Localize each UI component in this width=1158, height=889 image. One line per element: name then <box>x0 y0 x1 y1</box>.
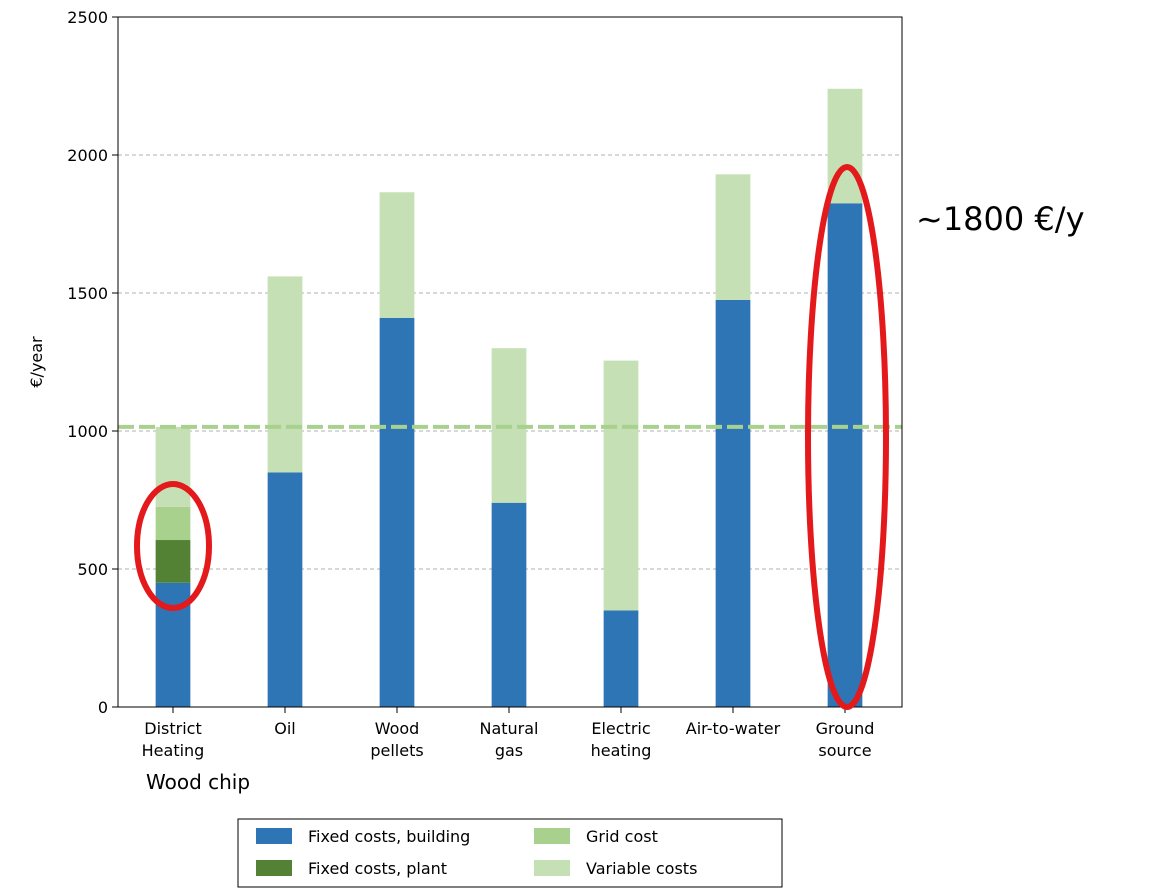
y-axis: 0 500 1000 1500 2000 2500 <box>67 8 118 717</box>
x-tick-label: source <box>818 741 871 760</box>
legend-label: Fixed costs, plant <box>308 859 447 878</box>
bar-fixed-costs-building-4 <box>603 610 639 707</box>
x-axis: District Heating Oil Wood pellets Natural gas E… <box>142 707 875 760</box>
x-tick-label: Ground <box>816 719 875 738</box>
legend-label: Fixed costs, building <box>308 827 470 846</box>
legend-box <box>237 818 783 888</box>
bar-fixed-costs-plant-0 <box>155 540 191 583</box>
annotation-wood-chip: Wood chip <box>146 770 250 794</box>
bars-layer <box>155 88 863 708</box>
y-tick-label: 2500 <box>67 8 108 27</box>
y-tick-label: 0 <box>98 698 108 717</box>
bar-variable-costs-4 <box>603 360 639 611</box>
legend-swatch <box>256 828 292 844</box>
bar-fixed-costs-building-2 <box>379 317 415 707</box>
y-tick-label: 500 <box>77 560 108 579</box>
bar-fixed-costs-building-1 <box>267 472 303 707</box>
x-tick-label: Oil <box>274 719 295 738</box>
legend-swatch <box>256 860 292 876</box>
y-tick-label: 1000 <box>67 422 108 441</box>
x-tick-label: District <box>144 719 201 738</box>
bar-fixed-costs-building-5 <box>715 299 751 707</box>
bar-variable-costs-1 <box>267 276 303 473</box>
highlight-ellipse-ground-source <box>805 164 889 710</box>
bar-variable-costs-5 <box>715 174 751 300</box>
x-tick-label: Heating <box>142 741 205 760</box>
highlight-ellipse-district-heating <box>134 481 212 611</box>
bar-variable-costs-0 <box>155 426 191 507</box>
bar-grid-cost-0 <box>155 506 191 541</box>
x-tick-label: Natural <box>479 719 538 738</box>
bar-fixed-costs-building-3 <box>491 502 527 707</box>
bar-variable-costs-2 <box>379 192 415 318</box>
x-tick-label: Wood <box>375 719 420 738</box>
x-tick-label: pellets <box>370 741 423 760</box>
plot-area-frame <box>117 16 903 708</box>
x-tick-label: heating <box>591 741 652 760</box>
y-tick-label: 2000 <box>67 146 108 165</box>
x-tick-label: Air-to-water <box>686 719 781 738</box>
y-axis-label: €/year <box>27 336 46 388</box>
bar-fixed-costs-building-6 <box>827 203 863 708</box>
x-tick-label: gas <box>495 741 523 760</box>
y-tick-label: 1500 <box>67 284 108 303</box>
legend-label: Grid cost <box>586 827 658 846</box>
annotations: ~1800 €/y Wood chip <box>134 164 1085 794</box>
legend-label: Variable costs <box>586 859 697 878</box>
x-tick-label: Electric <box>591 719 650 738</box>
legend-swatch <box>534 828 570 844</box>
legend-swatch <box>534 860 570 876</box>
annotation-ground-source-value: ~1800 €/y <box>916 200 1085 238</box>
legend: Fixed costs, building Fixed costs, plant G… <box>237 818 783 888</box>
